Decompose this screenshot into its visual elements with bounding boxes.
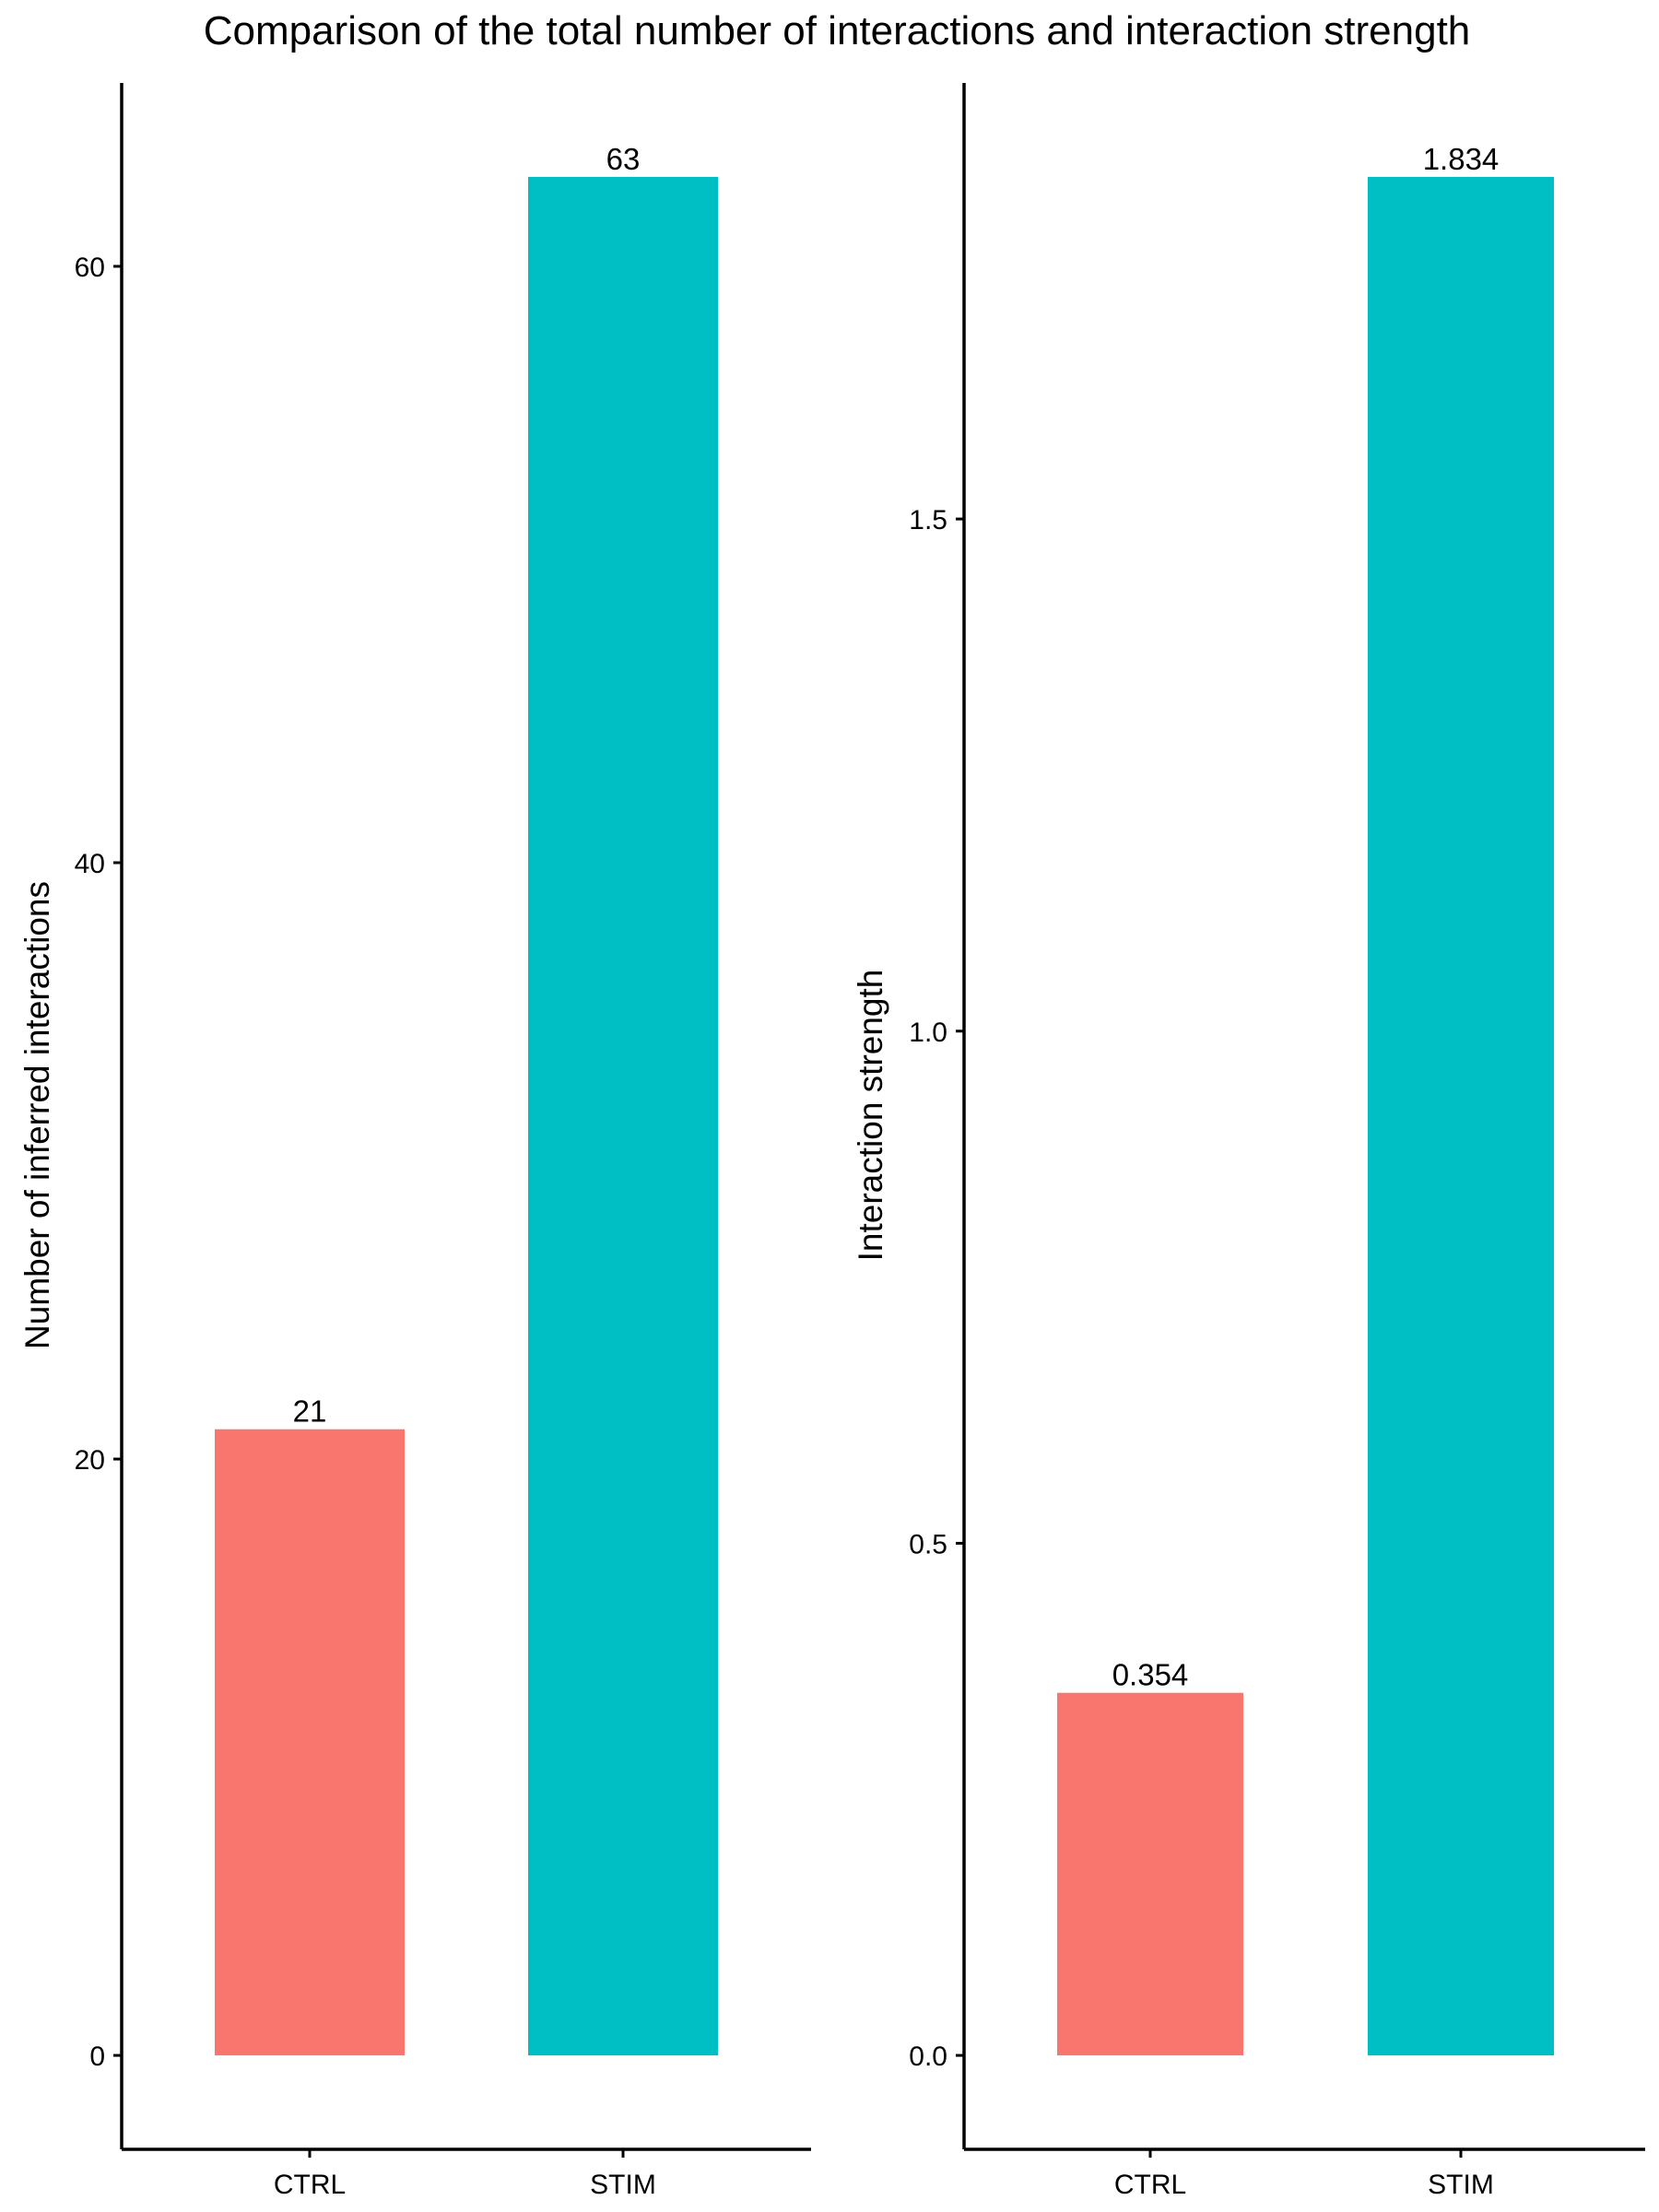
y-tick-label: 0: [89, 2041, 105, 2072]
x-tick-label-stim: STIM: [1428, 2170, 1494, 2200]
data-label-ctrl: 21: [293, 1394, 327, 1429]
chart-title: Comparison of the total number of intera…: [204, 8, 1471, 53]
y-tick-label: 20: [75, 1445, 105, 1476]
data-label-stim: 1.834: [1423, 142, 1500, 176]
y-tick-label: 40: [75, 849, 105, 879]
y-axis-title: Number of inferred interactions: [18, 881, 56, 1349]
y-tick-label: 0.0: [909, 2041, 947, 2072]
x-tick-label-ctrl: CTRL: [1114, 2170, 1186, 2200]
y-tick-label: 1.0: [909, 1018, 947, 1048]
y-axis-title: Interaction strength: [852, 970, 889, 1262]
bar-stim: [528, 176, 718, 2056]
bar-ctrl: [215, 1429, 405, 2056]
y-tick-label: 0.5: [909, 1529, 947, 1559]
y-tick-label: 60: [75, 253, 105, 283]
data-label-ctrl: 0.354: [1112, 1658, 1189, 1692]
bar-ctrl: [1057, 1692, 1243, 2056]
x-tick-label-ctrl: CTRL: [274, 2170, 346, 2200]
interactions-count-panel: 21 63 0 20 40 60 CTRL STIM Number of inferred in…: [18, 83, 811, 2200]
bar-stim: [1368, 176, 1554, 2056]
x-tick-label-stim: STIM: [590, 2170, 656, 2200]
chart-panels: 21 63 0 20 40 60 CTRL STIM Number of inferred in…: [18, 83, 1645, 2200]
data-label-stim: 63: [606, 142, 641, 176]
interaction-strength-panel: 0.354 1.834 0.0 0.5 1.0 1.5 CTRL STIM Interactio…: [852, 83, 1645, 2200]
y-tick-label: 1.5: [909, 505, 947, 535]
